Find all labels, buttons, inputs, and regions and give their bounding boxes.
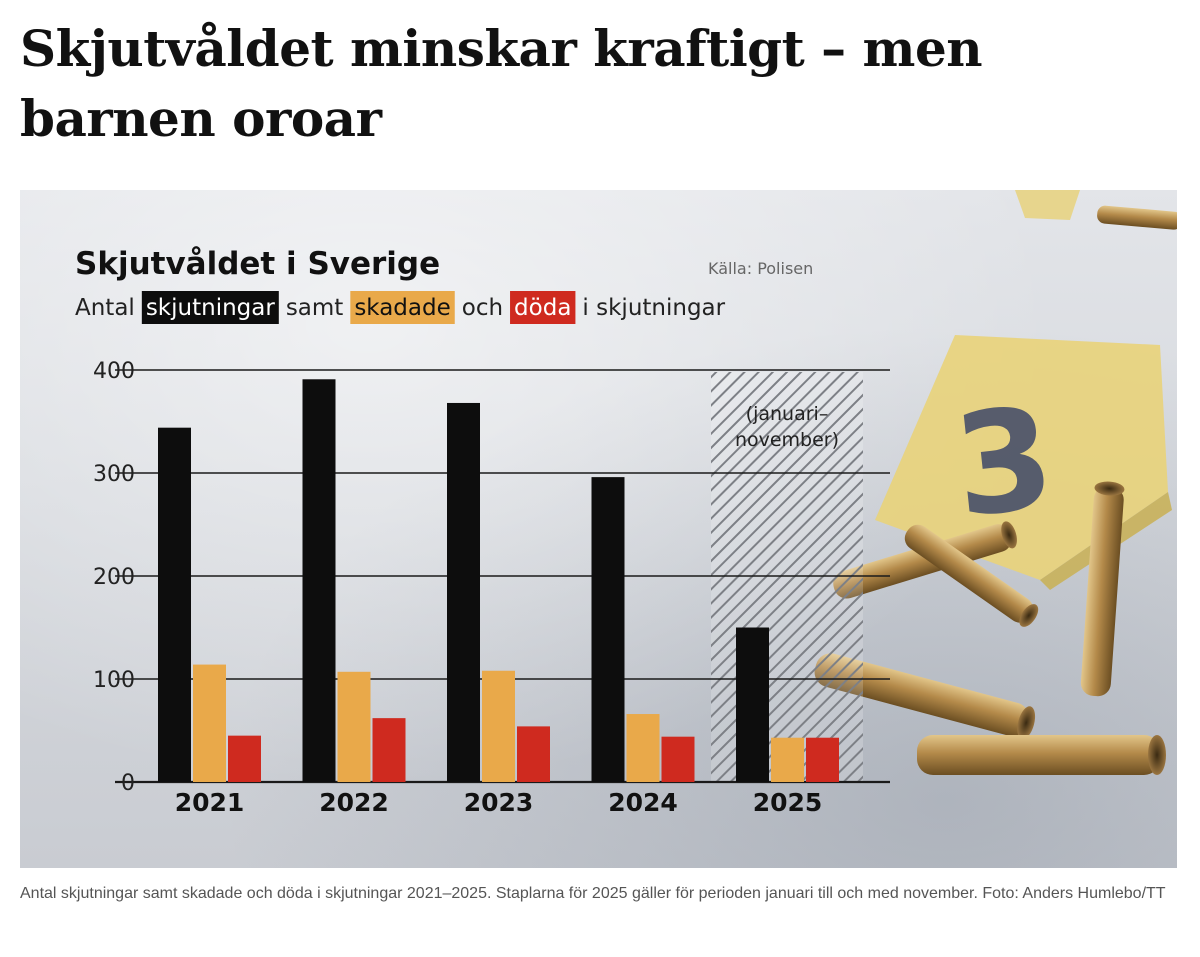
bar-döda-2024	[661, 736, 695, 782]
bar-skjutningar-2023	[447, 402, 480, 782]
chart-figure: 3	[20, 190, 1177, 868]
photo-caption: Antal skjutningar samt skadade och döda …	[20, 885, 1166, 902]
bar-döda-2021	[228, 735, 261, 782]
bar-skadade-2023	[482, 670, 515, 782]
partial-period-label-line2: november)	[735, 429, 839, 451]
x-tick-label: 2023	[464, 788, 534, 817]
x-tick-label: 2022	[319, 788, 389, 817]
subtitle-highlight-skjutningar	[141, 291, 279, 324]
subtitle-och: och	[462, 295, 503, 321]
chart-title: Skjutvåldet i Sverige	[75, 246, 440, 282]
bar-döda-2023	[517, 726, 550, 782]
y-tick-label: 300	[93, 462, 135, 487]
plot-area: (januari– november) 0 100 200 300 400 2021 2022 2…	[93, 359, 890, 817]
x-tick-label: 2025	[753, 788, 823, 817]
evidence-marker-photo: 3	[875, 335, 1172, 590]
subtitle-prefix: Antal	[75, 295, 135, 321]
subtitle-skjutningar: skjutningar	[146, 295, 276, 321]
x-tick-label: 2021	[175, 788, 245, 817]
bar-skjutningar-2022	[302, 379, 336, 782]
bar-skjutningar-2024	[591, 477, 625, 782]
article-headline: Skjutvåldet minskar kraftigt – men barne…	[20, 19, 983, 148]
subtitle-doda: döda	[514, 295, 571, 321]
bullet-casings-photo	[814, 190, 1177, 775]
partial-period-label-line1: (januari–	[746, 403, 829, 425]
svg-text:3: 3	[947, 377, 1061, 549]
subtitle-suffix: i skjutningar	[582, 295, 725, 321]
bar-skjutningar-2021	[158, 427, 191, 782]
bar-döda-2022	[372, 718, 406, 782]
x-tick-label: 2024	[608, 788, 678, 817]
bar-skjutningar-2025	[736, 627, 769, 782]
subtitle-skadade: skadade	[354, 295, 450, 321]
y-tick-label: 400	[93, 359, 135, 384]
subtitle-samt: samt	[286, 295, 344, 321]
bar-skadade-2024	[626, 714, 660, 782]
y-tick-label: 0	[121, 771, 135, 796]
bar-skadade-2025	[771, 737, 804, 782]
y-tick-label: 100	[93, 668, 135, 693]
bar-skadade-2022	[337, 671, 371, 782]
y-tick-label: 200	[93, 565, 135, 590]
chart-svg: 3	[75, 190, 1177, 817]
chart-source: Källa: Polisen	[708, 259, 813, 278]
bar-skadade-2021	[193, 664, 226, 782]
chart-subtitle: Antal skjutningar samt skadade och döda …	[75, 291, 726, 324]
subtitle-highlight-doda	[510, 291, 576, 324]
bar-döda-2025	[806, 737, 839, 782]
subtitle-highlight-skadade	[350, 291, 455, 324]
